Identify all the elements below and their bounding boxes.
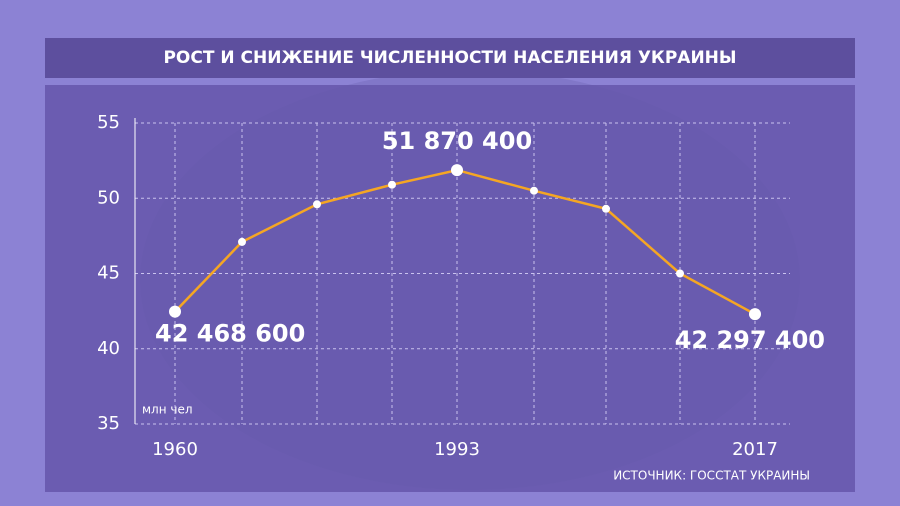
point bbox=[169, 305, 181, 318]
point bbox=[388, 180, 396, 189]
point bbox=[749, 308, 761, 321]
point bbox=[451, 164, 463, 177]
point bbox=[530, 186, 538, 195]
value-label: 42 468 600 bbox=[155, 320, 305, 348]
x-tick-label: 2017 bbox=[732, 439, 778, 460]
x-tick-label: 1960 bbox=[152, 439, 198, 460]
point bbox=[602, 204, 610, 213]
y-tick-label: 45 bbox=[97, 263, 120, 284]
source: ИСТОЧНИК: ГОССТАТ УКРАИНЫ bbox=[613, 469, 810, 483]
y-tick-label: 55 bbox=[97, 112, 120, 133]
value-label: 51 870 400 bbox=[382, 127, 532, 155]
x-tick-label: 1993 bbox=[434, 439, 480, 460]
y-tick-label: 35 bbox=[97, 413, 120, 434]
y-tick-label: 40 bbox=[97, 338, 120, 359]
chart-title: РОСТ И СНИЖЕНИЕ ЧИСЛЕННОСТИ НАСЕЛЕНИЯ УК… bbox=[163, 48, 736, 68]
point bbox=[238, 237, 246, 246]
y-tick-label: 50 bbox=[97, 187, 120, 208]
y-axis-label: млн чел bbox=[142, 403, 193, 417]
title-bar bbox=[45, 38, 855, 78]
value-label: 42 297 400 bbox=[675, 326, 825, 354]
point bbox=[313, 200, 321, 209]
point bbox=[676, 269, 684, 278]
